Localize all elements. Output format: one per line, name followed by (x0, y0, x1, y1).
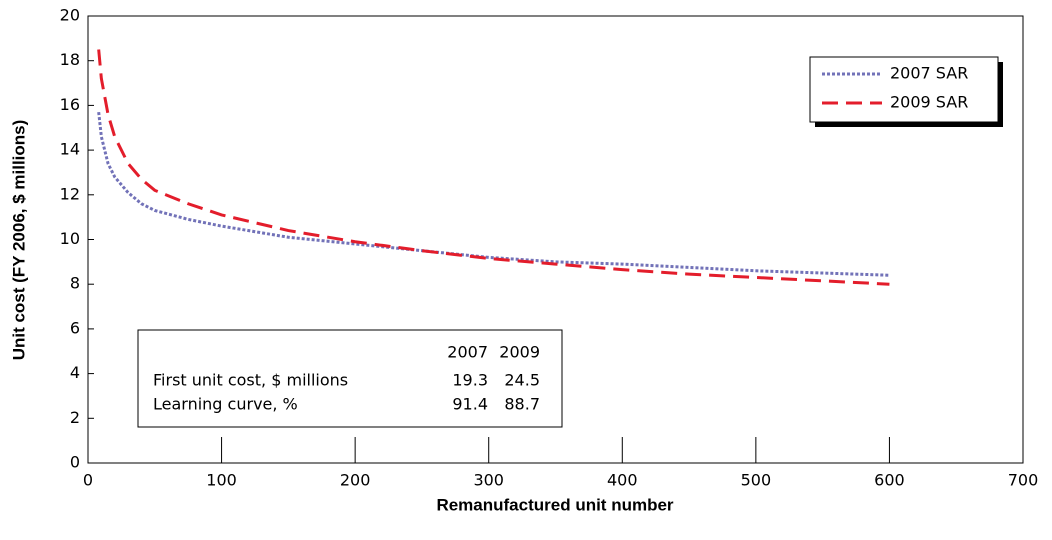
table-row-label: First unit cost, $ millions (153, 371, 348, 390)
x-tick-label: 700 (1008, 471, 1039, 490)
y-tick-label: 0 (70, 453, 80, 472)
x-tick-label: 200 (340, 471, 371, 490)
y-tick-label: 6 (70, 318, 80, 337)
x-axis-label: Remanufactured unit number (436, 495, 673, 514)
y-tick-label: 10 (60, 229, 80, 248)
legend-box (809, 56, 999, 123)
y-axis-label: Unit cost (FY 2006, $ millions) (9, 120, 28, 361)
x-tick-label: 300 (473, 471, 504, 490)
table-row-label: Learning curve, % (153, 395, 298, 414)
y-tick-label: 16 (60, 95, 80, 114)
y-tick-label: 2 (70, 408, 80, 427)
x-tick-label: 600 (874, 471, 905, 490)
y-tick-label: 18 (60, 50, 80, 69)
x-tick-label: 100 (206, 471, 237, 490)
legend-label: 2007 SAR (890, 64, 968, 83)
y-tick-label: 12 (60, 184, 80, 203)
table-cell: 19.3 (452, 371, 488, 390)
series-line (97, 111, 890, 277)
table-cell: 91.4 (452, 395, 488, 414)
y-tick-label: 14 (60, 140, 80, 159)
table-header: 2007 (447, 343, 488, 362)
table-cell: 24.5 (504, 371, 540, 390)
y-tick-label: 20 (60, 6, 80, 25)
x-tick-label: 500 (741, 471, 772, 490)
x-tick-label: 0 (83, 471, 93, 490)
table-cell: 88.7 (504, 395, 540, 414)
y-tick-label: 4 (70, 363, 80, 382)
y-tick-label: 8 (70, 274, 80, 293)
legend-label: 2009 SAR (890, 93, 968, 112)
series-line (97, 49, 890, 286)
inset-box (137, 329, 563, 428)
table-header: 2009 (499, 343, 540, 362)
x-tick-label: 400 (607, 471, 638, 490)
